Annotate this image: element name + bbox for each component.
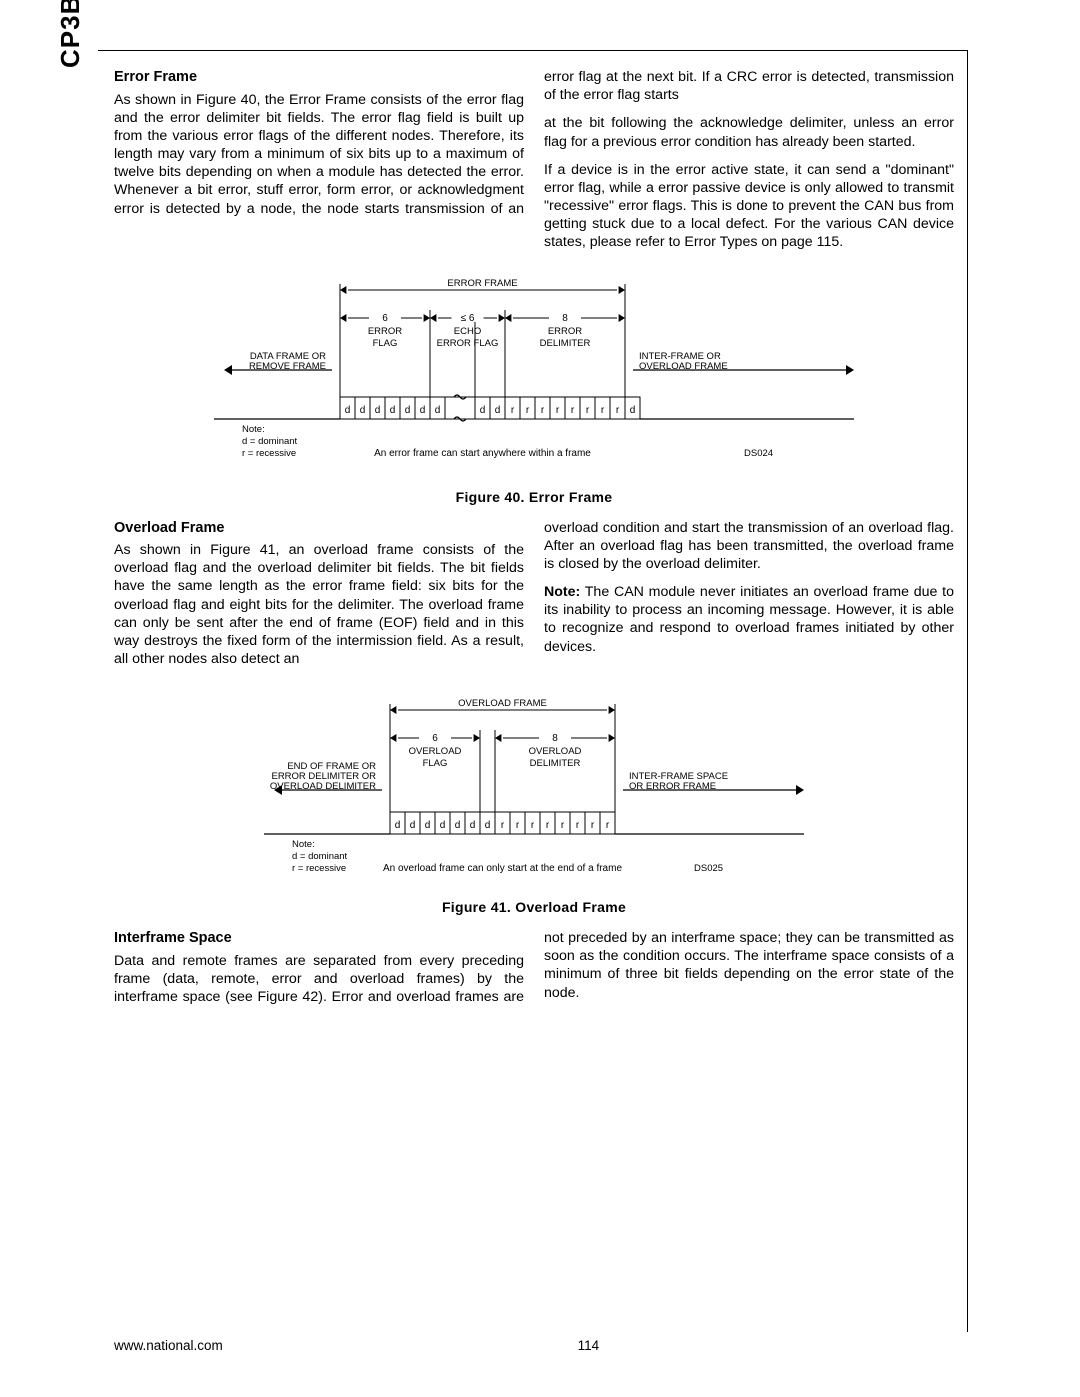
- svg-text:d: d: [480, 405, 486, 416]
- svg-text:r: r: [501, 820, 505, 831]
- svg-text:8: 8: [552, 733, 558, 744]
- svg-text:r: r: [516, 820, 520, 831]
- figure-41-svg: dddddddrrrrrrrrOVERLOAD FRAME68OVERLOADF…: [114, 694, 954, 884]
- svg-text:r: r: [511, 405, 515, 416]
- svg-text:r: r: [576, 820, 580, 831]
- svg-text:d: d: [345, 405, 351, 416]
- note-label: Note:: [544, 584, 580, 600]
- svg-text:6: 6: [382, 313, 388, 324]
- svg-text:r: r: [571, 405, 575, 416]
- svg-text:OVERLOAD FRAME: OVERLOAD FRAME: [639, 361, 728, 372]
- svg-text:FLAG: FLAG: [373, 338, 398, 349]
- svg-text:r: r: [606, 820, 610, 831]
- svg-text:DELIMITER: DELIMITER: [540, 338, 591, 349]
- svg-text:r: r: [531, 820, 535, 831]
- svg-text:ERROR: ERROR: [368, 326, 402, 337]
- svg-text:r: r: [586, 405, 590, 416]
- svg-text:r: r: [591, 820, 595, 831]
- para: at the bit following the acknowledge del…: [544, 114, 954, 150]
- footer-page-number: 114: [114, 1338, 954, 1353]
- svg-text:OVERLOAD: OVERLOAD: [529, 746, 582, 757]
- svg-text:d: d: [395, 820, 401, 831]
- svg-text:d: d: [440, 820, 446, 831]
- figure-41-caption: Figure 41. Overload Frame: [114, 899, 954, 915]
- svg-text:d: d: [390, 405, 396, 416]
- svg-text:OVERLOAD DELIMITER: OVERLOAD DELIMITER: [270, 781, 376, 792]
- svg-text:An error frame can start anywh: An error frame can start anywhere within…: [374, 448, 591, 459]
- svg-text:ERROR FLAG: ERROR FLAG: [437, 338, 499, 349]
- figure-40: dddddddddrrrrrrrrdERROR FRAME6≤ 68ERRORF…: [114, 274, 954, 479]
- svg-text:r: r: [561, 820, 565, 831]
- svg-text:DS025: DS025: [694, 863, 723, 874]
- figure-40-svg: dddddddddrrrrrrrrdERROR FRAME6≤ 68ERRORF…: [114, 274, 954, 474]
- footer-url: www.national.com: [114, 1338, 223, 1353]
- note-text: The CAN module never initiates an overlo…: [544, 584, 954, 655]
- svg-text:r = recessive: r = recessive: [292, 863, 346, 874]
- svg-text:ERROR FRAME: ERROR FRAME: [447, 278, 517, 289]
- svg-text:ECHO: ECHO: [454, 326, 481, 337]
- svg-text:DS024: DS024: [744, 448, 773, 459]
- svg-text:OR ERROR FRAME: OR ERROR FRAME: [629, 781, 716, 792]
- svg-text:r: r: [556, 405, 560, 416]
- svg-text:r: r: [541, 405, 545, 416]
- heading-interframe-space: Interframe Space: [114, 929, 524, 948]
- svg-text:r: r: [616, 405, 620, 416]
- svg-text:d: d: [630, 405, 636, 416]
- svg-text:FLAG: FLAG: [423, 758, 448, 769]
- heading-overload-frame: Overload Frame: [114, 519, 524, 538]
- svg-text:OVERLOAD FRAME: OVERLOAD FRAME: [458, 698, 547, 709]
- svg-text:d: d: [405, 405, 411, 416]
- svg-text:d: d: [420, 405, 426, 416]
- part-number-vertical: CP3BT26: [55, 0, 86, 68]
- error-frame-text: Error Frame As shown in Figure 40, the E…: [114, 68, 954, 252]
- svg-text:DELIMITER: DELIMITER: [530, 758, 581, 769]
- svg-text:ERROR: ERROR: [548, 326, 582, 337]
- svg-text:OVERLOAD: OVERLOAD: [409, 746, 462, 757]
- svg-text:r: r: [601, 405, 605, 416]
- svg-text:6: 6: [432, 733, 438, 744]
- interframe-space-text: Interframe Space Data and remote frames …: [114, 929, 954, 1009]
- svg-text:d: d: [485, 820, 491, 831]
- figure-40-caption: Figure 40. Error Frame: [114, 489, 954, 505]
- svg-text:≤ 6: ≤ 6: [461, 313, 475, 324]
- svg-text:d: d: [375, 405, 381, 416]
- svg-text:An overload frame can only sta: An overload frame can only start at the …: [383, 863, 622, 874]
- svg-text:Note:: Note:: [292, 839, 315, 850]
- svg-text:d: d: [360, 405, 366, 416]
- svg-text:d = dominant: d = dominant: [292, 851, 348, 862]
- svg-text:d: d: [495, 405, 501, 416]
- svg-text:r = recessive: r = recessive: [242, 448, 296, 459]
- svg-text:REMOVE FRAME: REMOVE FRAME: [249, 361, 326, 372]
- svg-text:d: d: [470, 820, 476, 831]
- overload-frame-text: Overload Frame As shown in Figure 41, an…: [114, 519, 954, 672]
- figure-41: dddddddrrrrrrrrOVERLOAD FRAME68OVERLOADF…: [114, 694, 954, 889]
- svg-text:8: 8: [562, 313, 568, 324]
- heading-error-frame: Error Frame: [114, 68, 524, 87]
- svg-text:r: r: [526, 405, 530, 416]
- svg-text:d: d: [455, 820, 461, 831]
- para: overload condition and start the transmi…: [544, 519, 954, 574]
- svg-text:d: d: [410, 820, 416, 831]
- svg-text:d: d: [425, 820, 431, 831]
- svg-text:r: r: [546, 820, 550, 831]
- para: Note: The CAN module never initiates an …: [544, 583, 954, 656]
- svg-text:d = dominant: d = dominant: [242, 436, 298, 447]
- svg-text:Note:: Note:: [242, 424, 265, 435]
- main-content: Error Frame As shown in Figure 40, the E…: [114, 68, 954, 1009]
- page-footer: www.national.com 114: [114, 1338, 954, 1353]
- svg-text:d: d: [435, 405, 441, 416]
- para: If a device is in the error active state…: [544, 161, 954, 252]
- para: As shown in Figure 41, an overload frame…: [114, 541, 524, 668]
